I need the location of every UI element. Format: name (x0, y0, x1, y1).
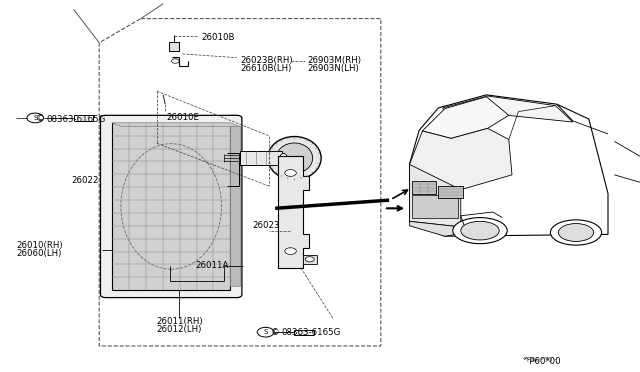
Text: 26011(RH): 26011(RH) (157, 317, 204, 326)
Ellipse shape (453, 218, 507, 244)
Text: 26011A: 26011A (195, 262, 228, 270)
Text: 26903M(RH): 26903M(RH) (307, 56, 361, 65)
Text: 26903N(LH): 26903N(LH) (307, 64, 359, 73)
Circle shape (285, 170, 296, 176)
Ellipse shape (268, 137, 321, 180)
Polygon shape (422, 97, 509, 138)
Ellipse shape (461, 221, 499, 240)
Polygon shape (410, 95, 608, 236)
Text: ^P60*00··: ^P60*00·· (522, 357, 557, 363)
Circle shape (305, 257, 314, 262)
Text: ^P60*00: ^P60*00 (522, 357, 560, 366)
Bar (240, 151, 282, 165)
Text: 08363-6165G: 08363-6165G (47, 115, 106, 124)
Ellipse shape (280, 153, 287, 163)
Circle shape (172, 59, 179, 63)
Bar (412, 195, 458, 218)
Text: ©: © (271, 328, 280, 337)
Text: ©: © (36, 115, 45, 124)
Text: 26010E: 26010E (166, 113, 200, 122)
Text: 26060(LH): 26060(LH) (16, 249, 61, 258)
Ellipse shape (558, 224, 594, 241)
Polygon shape (278, 156, 309, 268)
Text: S: S (33, 115, 37, 121)
Circle shape (257, 327, 274, 337)
Polygon shape (410, 128, 512, 190)
Polygon shape (112, 123, 240, 126)
Bar (412, 181, 436, 194)
Ellipse shape (276, 143, 313, 173)
Ellipse shape (550, 220, 602, 245)
Text: 26010(RH): 26010(RH) (16, 241, 63, 250)
Text: 08363-6165G: 08363-6165G (282, 328, 341, 337)
Bar (438, 186, 463, 198)
Circle shape (285, 248, 296, 254)
Circle shape (27, 113, 44, 123)
Polygon shape (443, 96, 573, 125)
Polygon shape (410, 164, 461, 227)
Text: 26610B(LH): 26610B(LH) (240, 64, 291, 73)
Text: 26023: 26023 (253, 221, 280, 230)
Bar (230, 126, 240, 286)
Text: 26012(LH): 26012(LH) (157, 326, 202, 334)
Text: 26010B: 26010B (202, 33, 235, 42)
Text: S: S (264, 329, 268, 335)
Bar (112, 123, 230, 290)
Polygon shape (410, 221, 461, 236)
Text: 26022: 26022 (72, 176, 99, 185)
FancyBboxPatch shape (100, 115, 242, 298)
Bar (303, 255, 317, 264)
Text: 26023B(RH): 26023B(RH) (240, 56, 292, 65)
Bar (169, 42, 179, 51)
